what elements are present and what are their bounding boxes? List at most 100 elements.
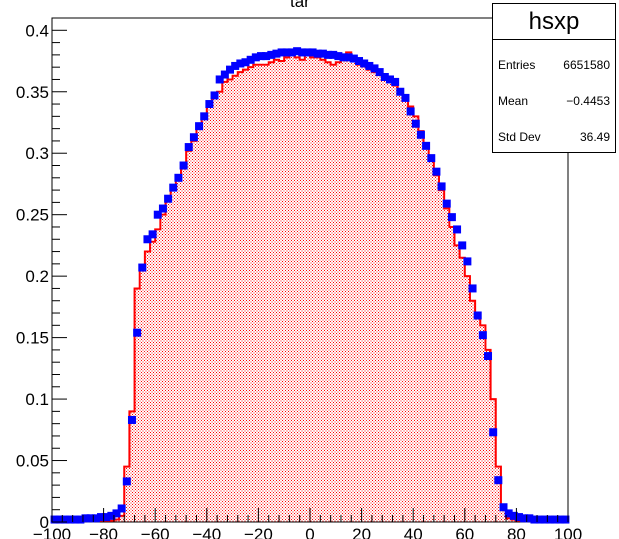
data-point [360, 59, 369, 68]
data-point [520, 514, 529, 523]
stats-value: −0.4453 [566, 94, 610, 108]
data-point [195, 122, 204, 131]
histogram-bin [129, 411, 135, 522]
histogram-bin [165, 199, 171, 522]
data-point [391, 77, 400, 86]
y-tick-label: 0.3 [25, 144, 49, 163]
data-point [458, 241, 467, 250]
histogram-bin [402, 97, 409, 522]
histogram-bin [227, 79, 233, 522]
data-point [375, 68, 384, 77]
data-point [344, 53, 353, 62]
stats-value: 6651580 [563, 58, 610, 72]
histogram-bin [160, 214, 166, 522]
x-tick-label: 100 [554, 525, 582, 539]
data-point [215, 75, 224, 84]
histogram-bin [340, 57, 347, 522]
histogram-bin [242, 69, 249, 522]
stats-row-std-dev: Std Dev 36.49 [493, 118, 615, 156]
data-point [200, 112, 209, 121]
data-point [71, 515, 80, 524]
data-point [556, 515, 565, 524]
histogram-bin [273, 59, 280, 522]
histogram-bin [186, 150, 192, 522]
data-point [169, 183, 178, 192]
data-point [380, 73, 389, 82]
histogram-bin [253, 64, 259, 522]
histogram-bin [248, 67, 254, 522]
data-point [153, 210, 162, 219]
data-point [86, 514, 95, 523]
histogram-bin [495, 466, 501, 522]
data-point [122, 477, 131, 486]
data-point [329, 50, 338, 59]
data-point [504, 509, 513, 518]
histogram-bin [475, 313, 481, 522]
data-point [143, 235, 152, 244]
data-point [318, 49, 327, 58]
data-point [236, 59, 245, 68]
data-point [494, 476, 503, 485]
histogram-bin [206, 104, 212, 522]
x-tick-label: 40 [404, 525, 423, 539]
data-point [535, 515, 544, 524]
data-point [60, 515, 69, 524]
histogram-bin [170, 187, 176, 522]
histogram-bin [124, 466, 130, 522]
data-point [432, 167, 441, 176]
histogram-bin [284, 57, 290, 522]
histogram-bin [480, 325, 486, 522]
x-tick-label: −40 [192, 525, 221, 539]
histogram-bin [449, 226, 455, 522]
stats-box: hsxp Entries 6651580 Mean −0.4453 Std De… [492, 3, 616, 153]
histogram-bin [201, 116, 207, 522]
histogram-bin [506, 518, 512, 522]
histogram-bin [119, 515, 125, 522]
data-point [226, 65, 235, 74]
x-tick-label: 80 [507, 525, 526, 539]
data-point [133, 328, 142, 337]
histogram-bin [490, 399, 496, 522]
data-point [277, 48, 286, 57]
data-point [272, 49, 281, 58]
data-point [55, 515, 64, 524]
x-tick-label: 20 [352, 525, 371, 539]
stats-row-mean: Mean −0.4453 [493, 82, 615, 120]
data-point [442, 199, 451, 208]
data-point [293, 47, 302, 56]
data-point [468, 284, 477, 293]
data-point [179, 161, 188, 170]
data-point [545, 515, 554, 524]
histogram-bin [237, 72, 243, 522]
y-tick-label: 0.15 [16, 329, 49, 348]
data-point [484, 352, 493, 361]
histogram-bin [304, 54, 310, 522]
data-point [174, 173, 183, 182]
histogram-bin [299, 59, 305, 522]
data-point [437, 182, 446, 191]
data-point [66, 515, 75, 524]
data-point [241, 58, 250, 67]
histogram-bin [382, 79, 388, 522]
data-point [396, 87, 405, 96]
data-point [303, 48, 312, 57]
histogram-bin [413, 116, 419, 522]
histogram-bin [217, 91, 223, 522]
y-tick-label: 0.4 [25, 21, 49, 40]
histogram-bin [191, 140, 197, 522]
histogram-bin [263, 64, 269, 522]
data-point [478, 331, 487, 340]
histogram-bin [113, 519, 120, 522]
data-point [251, 53, 260, 62]
histogram-bin [232, 75, 238, 522]
data-point [81, 514, 90, 523]
data-point [365, 61, 374, 70]
chart-title: tar [290, 0, 310, 11]
data-point [422, 141, 431, 150]
data-point [427, 154, 436, 163]
data-point [509, 511, 518, 520]
histogram-bin [310, 57, 316, 522]
histogram-bin [150, 241, 156, 522]
data-point [138, 263, 147, 272]
data-point [447, 213, 456, 222]
